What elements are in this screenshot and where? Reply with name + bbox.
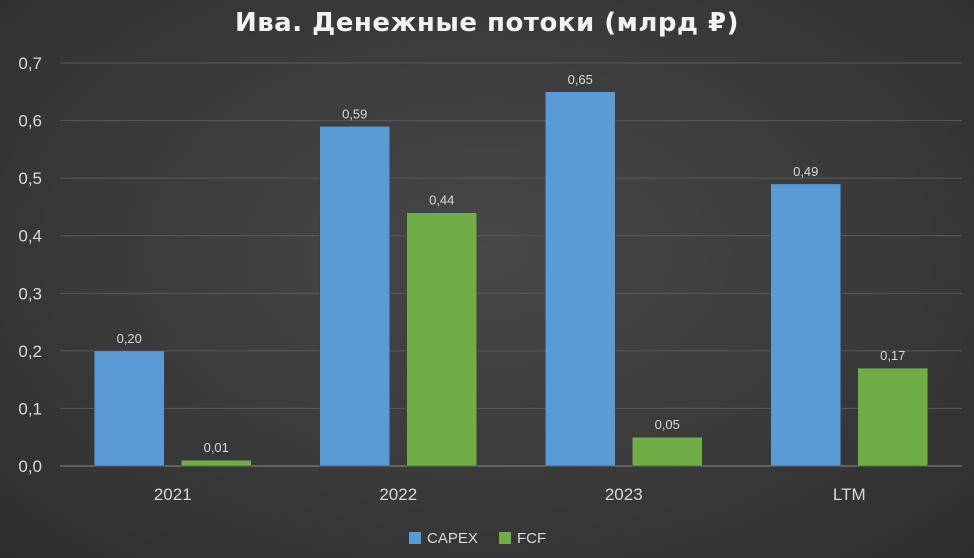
- bar-fcf-2022: [406, 212, 477, 467]
- bar-capex-ltm: [770, 183, 841, 467]
- x-axis: 2021 2022 2023 LTM: [154, 485, 866, 504]
- bar-fcf-2023: [632, 436, 703, 467]
- bar-capex-2021: [94, 350, 165, 467]
- chart-title: Ива. Денежные потоки (млрд ₽): [234, 8, 740, 38]
- bar-fcf-2021: [181, 459, 252, 467]
- x-tick-label: 2023: [605, 485, 643, 504]
- y-axis: 0,0 0,1 0,2 0,3 0,4 0,5 0,6 0,7: [18, 54, 42, 476]
- y-tick-label: 0,0: [18, 457, 42, 476]
- y-tick-label: 0,5: [18, 169, 42, 188]
- data-label-capex-2022: 0,59: [342, 106, 367, 121]
- legend-label-capex: CAPEX: [427, 530, 478, 547]
- y-tick-label: 0,2: [18, 342, 42, 361]
- legend-label-fcf: FCF: [517, 530, 546, 547]
- y-tick-label: 0,1: [18, 399, 42, 418]
- legend-swatch-fcf: [499, 532, 511, 544]
- data-label-fcf-2021: 0,01: [204, 440, 229, 455]
- data-label-capex-2023: 0,65: [568, 72, 593, 87]
- data-labels: 0,20 0,01 0,59 0,44 0,65 0,05 0,49 0,17: [117, 72, 906, 455]
- data-label-capex-2021: 0,20: [117, 331, 142, 346]
- data-label-fcf-2023: 0,05: [655, 417, 680, 432]
- y-tick-label: 0,7: [18, 54, 42, 73]
- data-label-fcf-ltm: 0,17: [880, 348, 905, 363]
- bar-capex-2023: [545, 91, 616, 467]
- y-tick-label: 0,6: [18, 112, 42, 131]
- bar-capex-2022: [319, 126, 390, 467]
- y-tick-label: 0,4: [18, 227, 42, 246]
- x-tick-label: 2021: [154, 485, 192, 504]
- data-label-fcf-2022: 0,44: [429, 193, 454, 208]
- x-tick-label: 2022: [379, 485, 417, 504]
- bar-fcf-ltm: [857, 367, 928, 467]
- x-tick-label: LTM: [833, 485, 866, 504]
- data-label-capex-ltm: 0,49: [793, 164, 818, 179]
- bars: [94, 91, 928, 467]
- legend-swatch-capex: [409, 532, 421, 544]
- y-tick-label: 0,3: [18, 284, 42, 303]
- legend: CAPEX FCF: [409, 530, 546, 547]
